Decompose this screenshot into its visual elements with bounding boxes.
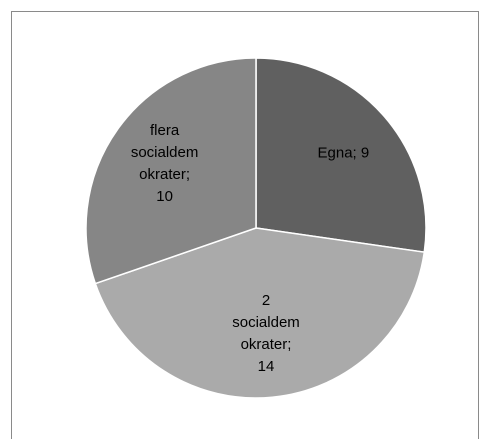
label-line: 14	[258, 358, 275, 375]
slice-2-socialdemokrater	[94, 227, 426, 399]
label-line: 2	[262, 292, 270, 309]
pie-slices	[85, 57, 427, 399]
label-2-socialdemokrater: 2 socialdem okrater; 14	[232, 292, 300, 375]
label-egna: Egna; 9	[318, 144, 370, 161]
pie-labels: Egna; 9 2 socialdem okrater; 14 flera socialde…	[131, 122, 369, 375]
label-line: flera	[150, 122, 180, 139]
label-line: 10	[156, 188, 173, 205]
slice-egna	[255, 57, 427, 254]
slice-flera-socialdemokrater	[85, 57, 257, 285]
label-line: okrater;	[241, 336, 292, 353]
label-line: socialdem	[232, 314, 300, 331]
label-line: okrater;	[139, 166, 190, 183]
label-line: Egna; 9	[318, 144, 370, 161]
label-line: socialdem	[131, 144, 199, 161]
label-flera-socialdemokrater: flera socialdem okrater; 10	[131, 122, 199, 205]
